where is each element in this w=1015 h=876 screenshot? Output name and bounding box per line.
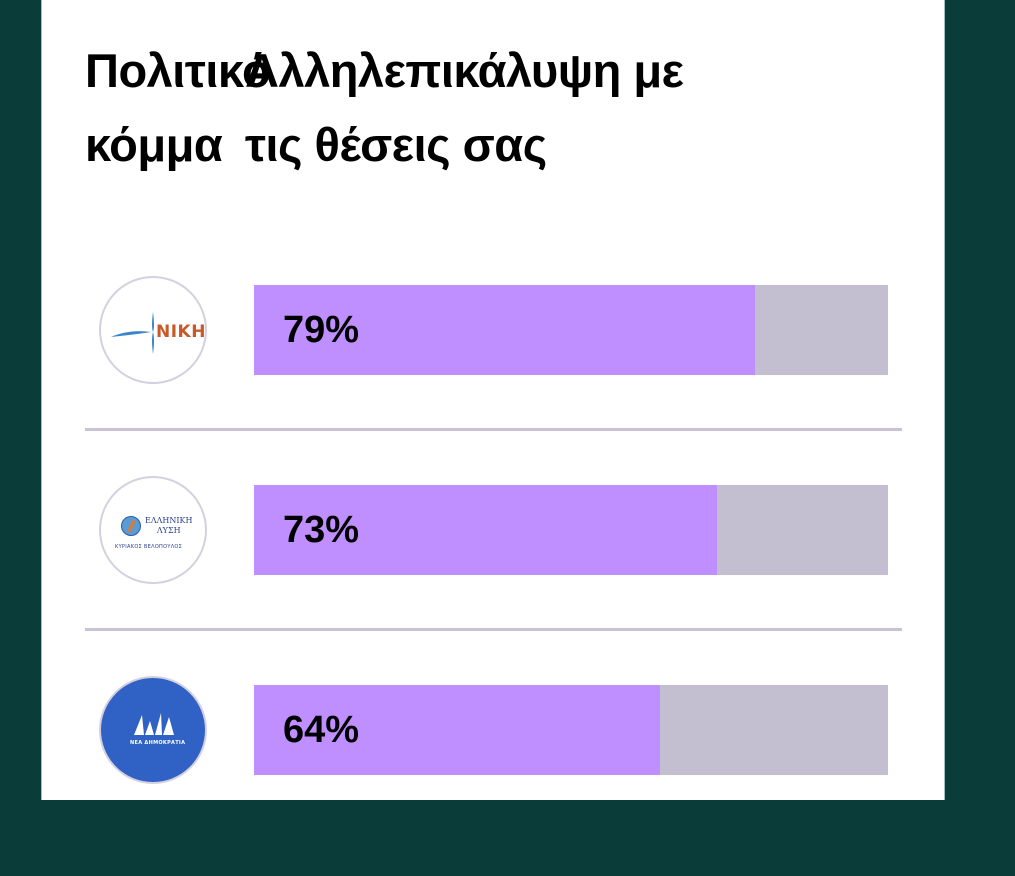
niki-emblem-icon bbox=[111, 312, 154, 354]
elliniki-lysi-logo-line1: ΕΛΛΗΝΙΚΗ bbox=[145, 516, 193, 525]
row-separator bbox=[85, 428, 902, 431]
party-row-niki[interactable]: NIKH 79% bbox=[42, 276, 945, 476]
card-edge-left bbox=[41, 0, 42, 800]
overlap-bar-fill bbox=[254, 285, 755, 375]
elliniki-lysi-logo-line2: ΛΥΣΗ bbox=[156, 526, 181, 535]
overlap-column-header: Αλληλεπικάλυψη με τις θέσεις σας bbox=[245, 44, 684, 171]
overlap-bar-fill bbox=[254, 685, 660, 775]
niki-logo: NIKH bbox=[99, 276, 207, 384]
overlap-bar: 73% bbox=[254, 485, 888, 575]
compass-icon bbox=[121, 516, 141, 536]
card-edge-right bbox=[944, 0, 945, 800]
overlap-percent: 79% bbox=[283, 309, 360, 351]
elliniki-lysi-logo-line3: ΚΥΡΙΑΚΟΣ ΒΕΛΟΠΟΥΛΟΣ bbox=[115, 544, 183, 550]
nea-dimokratia-logo: ΝΕΑ ΔΗΜΟΚΡΑΤΙΑ bbox=[99, 676, 207, 784]
nea-dimokratia-logo-text: ΝΕΑ ΔΗΜΟΚΡΑΤΙΑ bbox=[130, 740, 186, 746]
row-separator bbox=[85, 628, 902, 631]
nd-emblem-icon bbox=[134, 713, 174, 735]
overlap-percent: 73% bbox=[283, 509, 360, 551]
overlap-bar: 64% bbox=[254, 685, 888, 775]
party-row-elliniki-lysi[interactable]: ΕΛΛΗΝΙΚΗ ΛΥΣΗ ΚΥΡΙΑΚΟΣ ΒΕΛΟΠΟΥΛΟΣ 73% bbox=[42, 476, 945, 676]
elliniki-lysi-logo: ΕΛΛΗΝΙΚΗ ΛΥΣΗ ΚΥΡΙΑΚΟΣ ΒΕΛΟΠΟΥΛΟΣ bbox=[99, 476, 207, 584]
party-column-header: Πολιτικό κόμμα bbox=[85, 44, 271, 171]
overlap-bar-fill bbox=[254, 485, 717, 575]
party-row-nea-dimokratia[interactable]: ΝΕΑ ΔΗΜΟΚΡΑΤΙΑ 64% bbox=[42, 676, 945, 876]
overlap-bar: 79% bbox=[254, 285, 888, 375]
niki-logo-text: NIKH bbox=[156, 322, 206, 342]
overlap-percent: 64% bbox=[283, 709, 360, 751]
results-card: Πολιτικό κόμμα Αλληλεπικάλυψη με τις θέσ… bbox=[42, 0, 945, 800]
